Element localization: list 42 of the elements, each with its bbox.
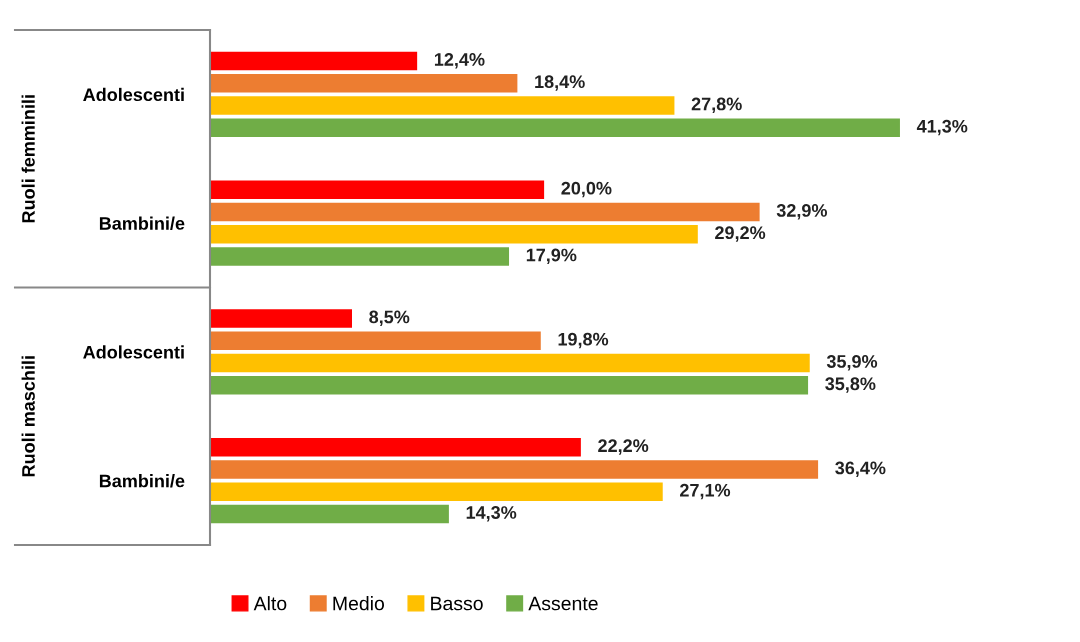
data-label: 17,9% bbox=[526, 248, 577, 264]
data-label: 41,3% bbox=[916, 119, 968, 136]
bar bbox=[210, 375, 809, 395]
y-tick-label: Adolescenti bbox=[83, 87, 184, 102]
data-label: 27,8% bbox=[691, 97, 742, 113]
data-label: 35,9% bbox=[826, 355, 878, 371]
data-label: 29,2% bbox=[715, 226, 766, 242]
legend-label: Basso bbox=[431, 596, 483, 611]
legend-label: Assente bbox=[528, 596, 598, 611]
data-label: 12,4% bbox=[434, 53, 485, 69]
data-label: 27,1% bbox=[680, 483, 731, 500]
bar bbox=[210, 118, 900, 138]
data-label: 8,5% bbox=[369, 310, 410, 326]
y-tick-label: Bambini/e bbox=[99, 216, 185, 231]
bar bbox=[210, 180, 545, 200]
data-label: 19,8% bbox=[558, 332, 609, 349]
data-label: 32,9% bbox=[776, 204, 828, 220]
data-label: 18,4% bbox=[535, 75, 585, 91]
bar bbox=[210, 482, 663, 502]
bar bbox=[210, 460, 819, 479]
bar bbox=[210, 504, 449, 524]
data-label: 20,0% bbox=[561, 181, 612, 198]
bar bbox=[210, 96, 675, 115]
text: Ruoli maschili bbox=[21, 356, 35, 477]
bar bbox=[210, 247, 510, 266]
bar bbox=[210, 73, 518, 93]
legend-label: Medio bbox=[333, 596, 384, 611]
legend-label: Alto bbox=[253, 596, 287, 611]
data-label: 14,3% bbox=[466, 506, 517, 522]
data-label: 22,2% bbox=[598, 439, 649, 455]
y-tick-label: Adolescenti bbox=[83, 345, 184, 359]
bar bbox=[210, 224, 698, 244]
data-label: 35,8% bbox=[825, 377, 876, 393]
data-label: 36,4% bbox=[835, 461, 886, 477]
bar bbox=[210, 309, 352, 328]
bar bbox=[210, 202, 760, 222]
bar bbox=[210, 331, 541, 351]
y-tick-label: Bambini/e bbox=[99, 474, 185, 488]
bar bbox=[210, 437, 581, 457]
text: Ruoli femminili bbox=[21, 95, 35, 223]
bar bbox=[210, 353, 810, 373]
bar bbox=[210, 51, 418, 71]
